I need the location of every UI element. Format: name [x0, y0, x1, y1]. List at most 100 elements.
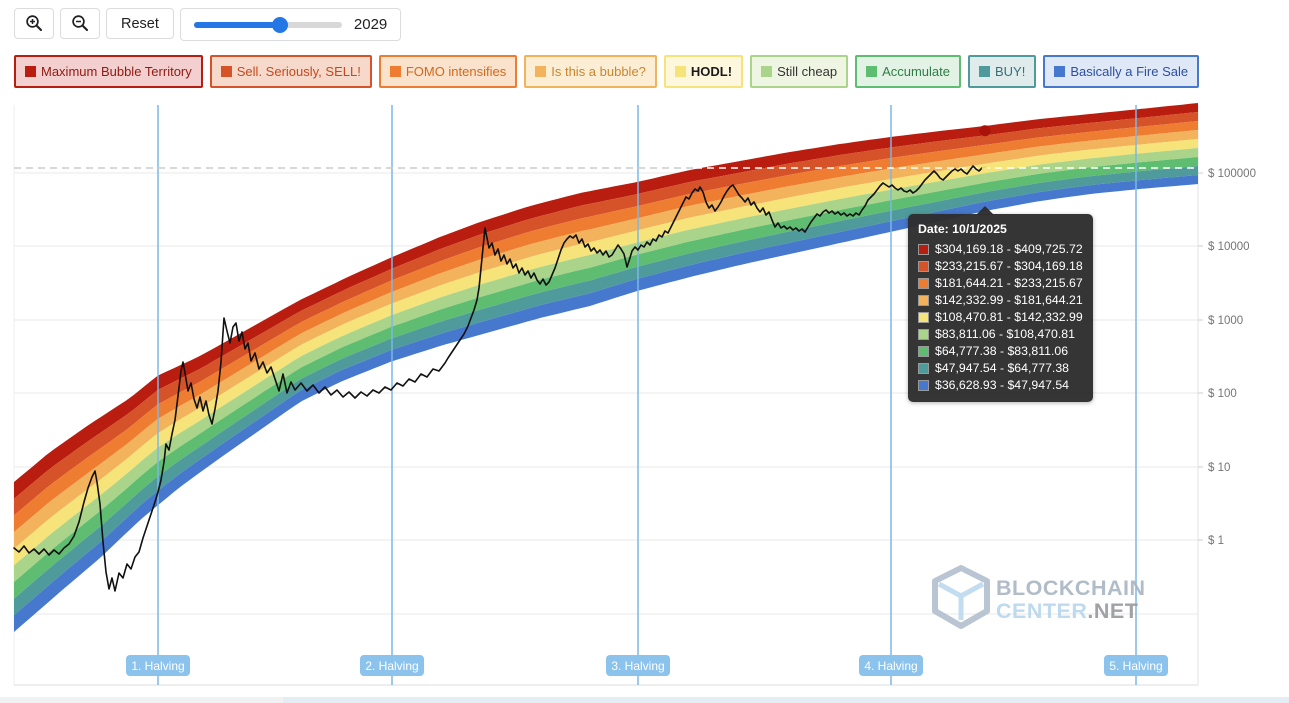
halving-label: 1. Halving [126, 655, 190, 676]
hover-marker-dot [981, 193, 989, 200]
svg-text:4. Halving: 4. Halving [864, 659, 917, 673]
legend-color-swatch-icon [389, 66, 401, 77]
partial-bottom-bar [0, 697, 1289, 703]
hover-marker-dot [981, 137, 989, 144]
halving-label: 3. Halving [606, 655, 670, 676]
tooltip-band-range-row: $36,628.93 - $47,947.54 [918, 377, 1083, 394]
tooltip-band-range-row: $64,777.38 - $83,811.06 [918, 343, 1083, 360]
tooltip-band-range-row: $181,644.21 - $233,215.67 [918, 275, 1083, 292]
halving-label: 5. Halving [1104, 655, 1168, 676]
legend-color-swatch-icon [674, 66, 686, 77]
legend-item-label: Is this a bubble? [551, 64, 646, 79]
zoom-out-button[interactable] [60, 8, 100, 39]
tooltip-range-text: $47,947.54 - $64,777.38 [935, 361, 1070, 375]
hover-marker-dot [981, 165, 989, 172]
svg-text:3. Halving: 3. Halving [611, 659, 664, 673]
halving-label: 4. Halving [859, 655, 923, 676]
magnifier-plus-icon [25, 15, 42, 32]
legend-item-band-4[interactable]: Is this a bubble? [524, 55, 657, 88]
legend-item-label: HODL! [690, 64, 733, 79]
legend-item-band-5[interactable]: HODL! [663, 55, 744, 88]
legend-color-swatch-icon [1054, 66, 1066, 77]
tooltip-color-swatch-icon [918, 312, 929, 323]
legend-item-label: Basically a Fire Sale [1070, 64, 1189, 79]
legend-item-label: Accumulate [882, 64, 950, 79]
tooltip-range-text: $233,215.67 - $304,169.18 [935, 259, 1083, 273]
legend-color-swatch-icon [761, 66, 773, 77]
tooltip-band-range-row: $47,947.54 - $64,777.38 [918, 360, 1083, 377]
legend-item-label: BUY! [995, 64, 1026, 79]
y-axis-label: $ 10 [1208, 462, 1230, 474]
tooltip-color-swatch-icon [918, 295, 929, 306]
tooltip-color-swatch-icon [918, 244, 929, 255]
y-axis-label: $ 100 [1208, 388, 1237, 400]
hover-marker-dot [981, 174, 989, 182]
legend-color-swatch-icon [25, 66, 36, 77]
zoom-in-button[interactable] [14, 8, 54, 39]
y-axis-label: $ 1000 [1208, 315, 1243, 327]
tooltip-range-text: $142,332.99 - $181,644.21 [935, 293, 1083, 307]
chart-tooltip: Date: 10/1/2025 $304,169.18 - $409,725.7… [908, 206, 1093, 402]
tooltip-range-text: $83,811.06 - $108,470.81 [935, 327, 1075, 341]
year-slider-fill [193, 21, 280, 28]
tooltip-band-range-row: $83,811.06 - $108,470.81 [918, 326, 1083, 343]
year-slider[interactable] [193, 16, 342, 33]
hover-marker-dot [981, 146, 989, 153]
tooltip-band-range-row: $108,470.81 - $142,332.99 [918, 309, 1083, 326]
tooltip-color-swatch-icon [918, 329, 929, 340]
svg-text:2. Halving: 2. Halving [365, 659, 418, 673]
legend-color-swatch-icon [220, 66, 232, 77]
chart-toolbar: Reset 2029 [14, 8, 402, 41]
hover-marker-dot [981, 155, 989, 163]
y-axis-label: $ 10000 [1208, 241, 1250, 253]
tooltip-color-swatch-icon [918, 363, 929, 374]
svg-text:5. Halving: 5. Halving [1109, 659, 1162, 673]
tooltip-color-swatch-icon [918, 278, 929, 289]
tooltip-range-text: $64,777.38 - $83,811.06 [935, 344, 1069, 358]
tooltip-rows: $304,169.18 - $409,725.72 $233,215.67 - $… [918, 241, 1083, 394]
magnifier-minus-icon [71, 15, 88, 32]
year-slider-thumb[interactable] [271, 16, 288, 33]
tooltip-range-text: $36,628.93 - $47,947.54 [935, 378, 1070, 392]
reset-button[interactable]: Reset [106, 8, 174, 39]
svg-text:1. Halving: 1. Halving [131, 659, 184, 673]
year-slider-value: 2029 [353, 16, 388, 33]
legend-item-label: Still cheap [777, 64, 838, 79]
legend-item-label: Sell. Seriously, SELL! [236, 64, 361, 79]
y-axis-label: $ 100000 [1208, 168, 1256, 180]
legend-item-band-8[interactable]: BUY! [968, 55, 1037, 88]
tooltip-arrow [976, 206, 994, 215]
btc-price-line [13, 165, 986, 592]
legend-item-label: Maximum Bubble Territory [41, 64, 192, 79]
y-axis-label: $ 1 [1208, 535, 1224, 547]
tooltip-color-swatch-icon [918, 380, 929, 391]
legend-item-band-6[interactable]: Still cheap [750, 55, 849, 88]
year-slider-box: 2029 [179, 8, 402, 41]
legend-item-band-9[interactable]: Basically a Fire Sale [1043, 55, 1200, 88]
blockchaincenter-cube-icon [932, 565, 990, 629]
tooltip-date: Date: 10/1/2025 [918, 222, 1007, 236]
band-legend: Maximum Bubble Territory Sell. Seriously,… [14, 55, 1200, 88]
tooltip-color-swatch-icon [918, 261, 929, 272]
tooltip-band-range-row: $304,169.18 - $409,725.72 [918, 241, 1083, 258]
svg-text:CENTER.NET: CENTER.NET [996, 599, 1138, 623]
hover-marker-dot [981, 184, 989, 191]
tooltip-range-text: $304,169.18 - $409,725.72 [935, 242, 1083, 256]
legend-color-swatch-icon [535, 66, 547, 77]
tooltip-range-text: $108,470.81 - $142,332.99 [935, 310, 1083, 324]
legend-item-band-2[interactable]: Sell. Seriously, SELL! [209, 55, 372, 88]
tooltip-range-text: $181,644.21 - $233,215.67 [935, 276, 1083, 290]
legend-item-band-1[interactable]: Maximum Bubble Territory [14, 55, 203, 88]
legend-color-swatch-icon [866, 66, 878, 77]
tooltip-color-swatch-icon [918, 346, 929, 357]
legend-item-label: FOMO intensifies [405, 64, 507, 79]
halving-label: 2. Halving [360, 655, 424, 676]
legend-item-band-7[interactable]: Accumulate [855, 55, 961, 88]
legend-color-swatch-icon [979, 66, 990, 77]
tooltip-band-range-row: $233,215.67 - $304,169.18 [918, 258, 1083, 275]
svg-text:BLOCKCHAIN: BLOCKCHAIN [996, 576, 1146, 600]
blockchaincenter-watermark: BLOCKCHAIN CENTER.NET [932, 565, 1146, 629]
legend-item-band-3[interactable]: FOMO intensifies [378, 55, 518, 88]
